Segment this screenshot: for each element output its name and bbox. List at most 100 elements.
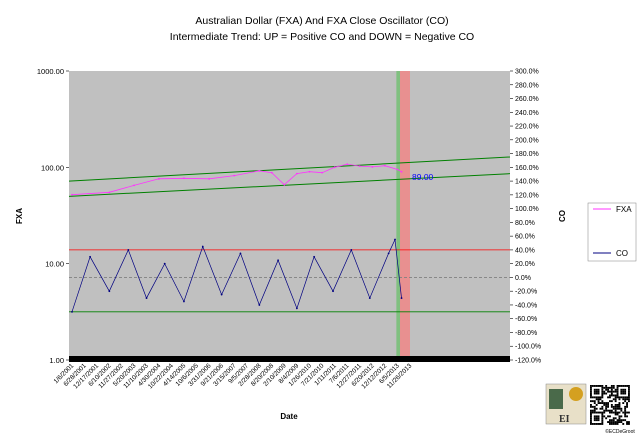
series-point-fxa — [333, 166, 336, 169]
qr-module — [601, 405, 604, 408]
qr-module — [616, 423, 619, 425]
series-point-fxa — [183, 177, 185, 180]
qr-module — [597, 402, 600, 404]
qr-module — [603, 415, 606, 418]
qr-module — [607, 409, 609, 412]
shaded-band-1 — [400, 71, 410, 360]
qr-module — [590, 411, 592, 414]
qr-module — [591, 385, 594, 387]
qr-module — [626, 423, 628, 425]
qr-module — [601, 407, 604, 410]
series-point-fxa — [296, 172, 298, 175]
right-tick-label: 220.0% — [515, 124, 539, 131]
qr-module — [626, 402, 628, 404]
right-tick-label: 140.0% — [515, 179, 539, 186]
qr-module — [628, 392, 630, 395]
qr-module — [614, 417, 617, 420]
qr-module — [595, 417, 598, 420]
series-point-fxa — [208, 177, 211, 180]
series-point-co — [368, 297, 371, 299]
qr-module — [603, 392, 606, 395]
qr-module — [612, 394, 615, 397]
qr-module — [601, 388, 604, 391]
qr-module — [628, 386, 630, 389]
qr-module — [620, 388, 623, 391]
qr-module — [595, 419, 598, 422]
right-tick-label: 80.0% — [515, 220, 535, 227]
qr-module — [628, 400, 630, 403]
qr-module — [603, 409, 606, 412]
qr-module — [618, 405, 621, 408]
series-point-co — [400, 297, 403, 299]
series-point-fxa — [308, 170, 311, 173]
qr-module — [616, 405, 619, 408]
qr-module — [599, 385, 602, 387]
plot-area — [69, 71, 510, 360]
qr-module — [591, 405, 594, 408]
qr-module — [626, 421, 628, 423]
qr-module — [590, 419, 592, 422]
qr-module — [612, 386, 615, 389]
series-point-fxa — [371, 166, 374, 168]
qr-module — [620, 407, 623, 410]
qr-module — [624, 415, 627, 418]
qr-module — [616, 407, 619, 410]
qr-module — [590, 405, 592, 408]
qr-module — [593, 409, 596, 412]
qr-module — [622, 390, 625, 393]
qr-module — [590, 421, 592, 423]
qr-module — [616, 390, 619, 393]
qr-module — [618, 421, 621, 423]
qr-module — [614, 398, 617, 401]
qr-module — [597, 385, 600, 387]
right-tick-label: 240.0% — [515, 110, 539, 117]
qr-module — [610, 385, 613, 387]
qr-module — [614, 404, 617, 406]
qr-module — [612, 398, 615, 401]
qr-module — [607, 402, 609, 404]
qr-module — [610, 409, 613, 412]
series-point-co — [71, 310, 73, 313]
qr-module — [609, 419, 611, 422]
series-point-fxa — [233, 174, 236, 177]
qr-module — [595, 388, 598, 391]
qr-module — [616, 419, 619, 422]
qr-module — [590, 385, 592, 387]
series-point-co — [332, 290, 334, 293]
qr-module — [597, 398, 600, 401]
qr-module — [603, 402, 606, 404]
qr-module — [614, 409, 617, 412]
qr-module — [601, 421, 604, 423]
qr-module — [609, 400, 611, 403]
qr-module — [610, 400, 613, 403]
qr-module — [624, 413, 627, 416]
qr-module — [628, 390, 630, 393]
qr-module — [618, 411, 621, 414]
qr-module — [599, 398, 602, 401]
logo-portrait-icon — [549, 389, 563, 409]
qr-module — [601, 419, 604, 422]
qr-module — [591, 400, 594, 403]
qr-module — [607, 388, 609, 391]
series-line-co — [71, 238, 402, 312]
qr-module — [601, 396, 604, 399]
qr-module — [618, 419, 621, 422]
series-point-co — [145, 297, 148, 299]
series-point-co — [127, 249, 130, 251]
qr-module — [616, 385, 619, 387]
qr-module — [628, 396, 630, 399]
qr-module — [597, 417, 600, 420]
qr-module — [620, 409, 623, 412]
qr-module — [590, 394, 592, 397]
y-axis-label-left: FXA — [15, 208, 24, 224]
qr-module — [607, 404, 609, 406]
qr-module — [593, 415, 596, 418]
qr-module — [590, 413, 592, 416]
qr-module — [624, 392, 627, 395]
left-tick-label: 1000.00 — [37, 67, 64, 76]
qr-module — [612, 407, 615, 410]
right-tick-label: -20.0% — [515, 289, 537, 296]
qr-module — [601, 390, 604, 393]
right-tick-label: -120.0% — [515, 358, 541, 365]
qr-module — [616, 386, 619, 389]
